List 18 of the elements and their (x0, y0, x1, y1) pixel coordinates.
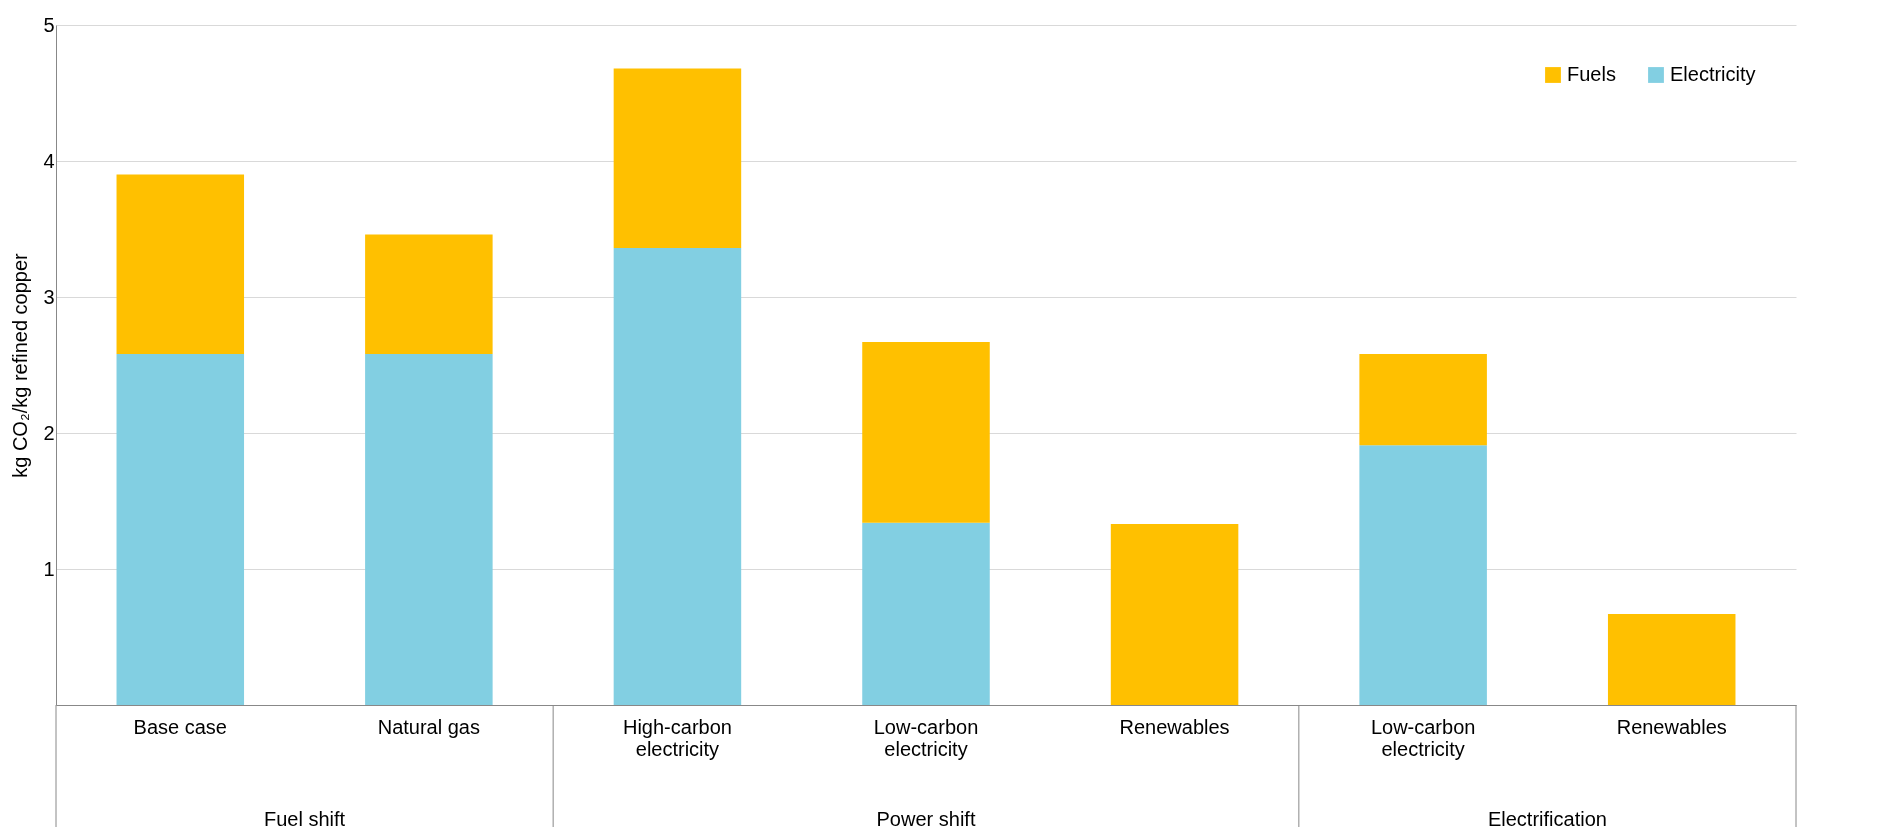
legend-label: Electricity (1670, 63, 1756, 85)
text: Power shift (876, 808, 976, 827)
x-tick-label: Low-carbon electricity (1370, 715, 1476, 760)
y-tick-label: 2 (43, 421, 55, 444)
x-tick-label: High-carbon electricity (622, 715, 732, 760)
x-tick-label: Renewables (1119, 715, 1230, 738)
y-tick-label: 1 (43, 557, 55, 580)
legend-label: Fuels (1567, 63, 1616, 85)
y-tick-label: 4 (43, 149, 55, 172)
x-tick-label: Natural gas (377, 715, 480, 738)
x-tick-label: Low-carbon electricity (873, 715, 979, 760)
y-tick-label: 5 (43, 13, 55, 36)
x-tick-label: Base case (133, 715, 227, 738)
x-tick-label: Renewables (1616, 715, 1727, 738)
text: Electrification (1487, 808, 1607, 827)
text: Fuel shift (263, 808, 346, 827)
y-axis-title: kg CO₂/kg refined copper (9, 252, 32, 478)
y-tick-label: 3 (43, 285, 55, 308)
